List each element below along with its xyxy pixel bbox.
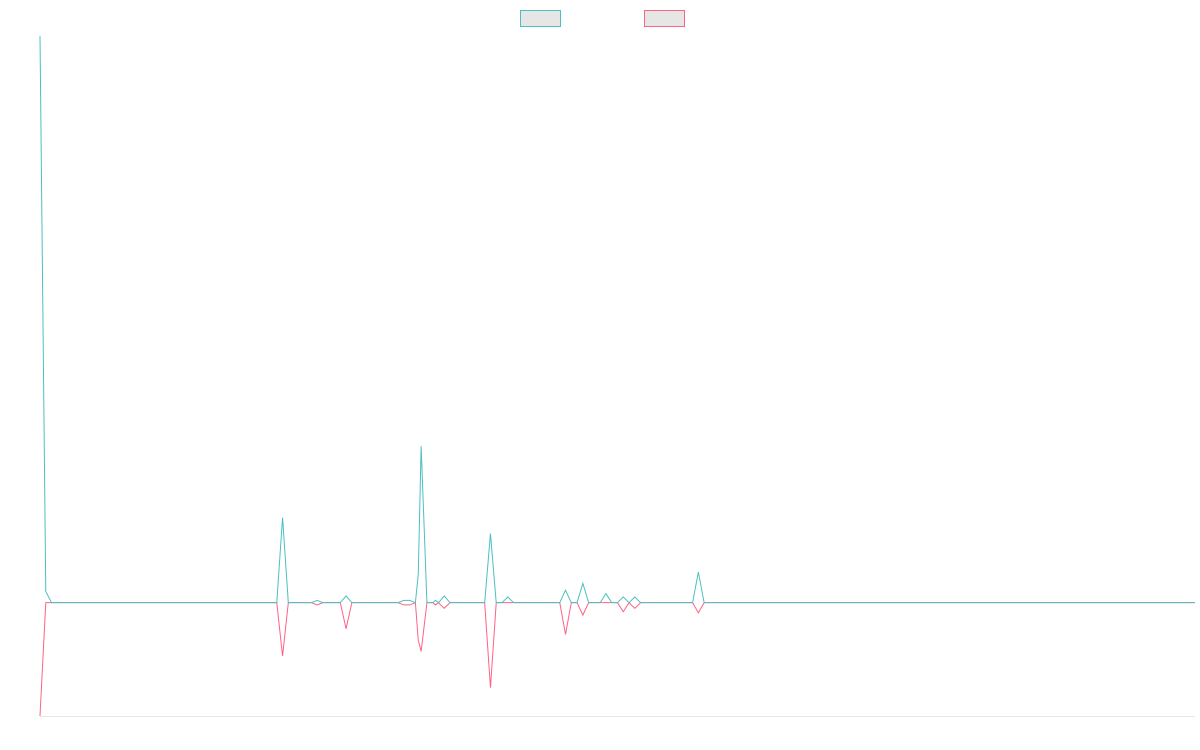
legend — [520, 10, 685, 27]
legend-swatch-1[interactable] — [520, 10, 561, 27]
series-layer — [39, 35, 1195, 717]
series-line-1 — [39, 35, 1195, 604]
series-line-2 — [39, 601, 1195, 717]
legend-swatch-2[interactable] — [644, 10, 685, 27]
